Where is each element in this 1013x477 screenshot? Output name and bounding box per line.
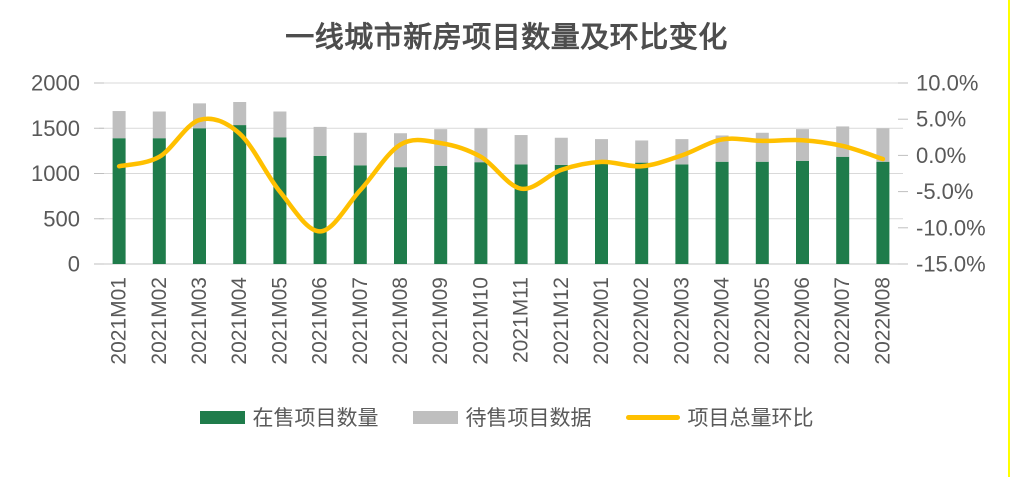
bar-segment-presale <box>554 137 568 165</box>
bar-segment-presale <box>233 102 247 126</box>
bar-segment-onsale <box>755 161 769 264</box>
bar-segment-onsale <box>434 165 448 264</box>
legend-label-presale: 待售项目数据 <box>465 407 592 430</box>
x-tick-label: 2021M09 <box>429 277 452 365</box>
bar-segment-presale <box>434 129 448 166</box>
bar-segment-presale <box>112 111 126 139</box>
x-tick-label: 2022M08 <box>871 277 894 365</box>
bar-segment-presale <box>876 128 890 162</box>
bar-segment-onsale <box>233 125 247 265</box>
legend-label-onsale: 在售项目数量 <box>252 407 379 430</box>
legend-label-mom: 项目总量环比 <box>687 407 814 430</box>
bar-segment-presale <box>796 129 809 161</box>
y-tick-label-right: 5.0% <box>916 107 966 132</box>
x-tick-label: 2021M04 <box>228 277 251 365</box>
bar-segment-onsale <box>715 161 729 264</box>
x-tick-label: 2021M12 <box>550 277 573 365</box>
x-tick-label: 2021M07 <box>349 277 372 365</box>
mom-change-line <box>116 116 886 234</box>
y-tick-label-left: 0 <box>68 252 80 277</box>
x-tick-label: 2021M11 <box>510 277 533 363</box>
y-tick-label-right: -15.0% <box>916 252 986 277</box>
x-tick-label: 2021M02 <box>148 277 171 365</box>
x-tick-label: 2021M08 <box>389 277 412 365</box>
x-tick-label: 2021M05 <box>268 277 291 365</box>
y-tick-label-left: 2000 <box>31 71 80 96</box>
bar-segment-presale <box>595 139 608 164</box>
x-tick-label: 2022M01 <box>590 277 613 365</box>
bar-segment-onsale <box>273 137 287 264</box>
bar-segment-onsale <box>836 156 850 264</box>
bar-segment-onsale <box>313 155 327 264</box>
right-edge-highlight-line <box>1008 0 1010 477</box>
legend-item-presale: 待售项目数据 <box>412 402 592 432</box>
y-tick-label-right: -10.0% <box>916 215 986 240</box>
bar-segment-onsale <box>554 164 568 264</box>
bar-segment-presale <box>313 126 327 156</box>
bar-segment-onsale <box>474 162 488 264</box>
chart-title: 一线城市新房项目数量及环比变化 <box>285 22 728 54</box>
x-tick-label: 2022M07 <box>831 277 854 365</box>
bar-segment-presale <box>152 111 166 139</box>
bar-segment-onsale <box>675 164 689 264</box>
bar-segment-presale <box>273 111 287 138</box>
bar-segment-onsale <box>876 161 890 264</box>
y-tick-label-right: -5.0% <box>916 179 973 204</box>
bar-segment-presale <box>836 126 850 157</box>
x-tick-label: 2022M04 <box>711 277 734 365</box>
x-tick-label: 2021M01 <box>108 277 131 365</box>
bar-segment-presale <box>755 132 769 162</box>
x-tick-label: 2022M05 <box>751 277 774 365</box>
x-tick-label: 2021M06 <box>309 277 332 365</box>
bar-segment-onsale <box>112 138 126 264</box>
y-tick-label-left: 1500 <box>31 116 80 141</box>
legend-item-mom: 项目总量环比 <box>625 402 814 432</box>
x-tick-label: 2021M03 <box>188 277 211 365</box>
bar-segment-onsale <box>394 167 407 264</box>
legend-item-onsale: 在售项目数量 <box>199 402 379 432</box>
chart-legend: 在售项目数量 待售项目数据 项目总量环比 <box>0 399 1013 435</box>
x-tick-label: 2022M03 <box>670 277 693 365</box>
y-tick-label-right: 0.0% <box>916 143 966 168</box>
bar-segment-presale <box>635 140 649 163</box>
bar-segment-onsale <box>635 162 649 264</box>
x-tick-label: 2021M10 <box>469 277 492 365</box>
x-tick-label: 2022M02 <box>630 277 653 365</box>
bar-segment-presale <box>514 135 528 165</box>
bar-segment-onsale <box>353 165 367 264</box>
y-tick-label-right: 10.0% <box>916 71 978 96</box>
bar-segment-onsale <box>595 163 608 264</box>
y-tick-label-left: 500 <box>43 206 80 231</box>
legend-swatch-mom-line <box>625 414 680 420</box>
bar-segment-onsale <box>152 138 166 264</box>
bar-segment-onsale <box>796 160 809 264</box>
bar-segment-presale <box>353 132 367 166</box>
legend-swatch-onsale <box>199 410 245 424</box>
legend-swatch-presale <box>412 410 458 424</box>
y-tick-label-left: 1000 <box>31 161 80 186</box>
bar-segment-onsale <box>514 164 528 264</box>
x-tick-label: 2022M06 <box>791 277 814 365</box>
bar-segment-onsale <box>193 128 206 264</box>
